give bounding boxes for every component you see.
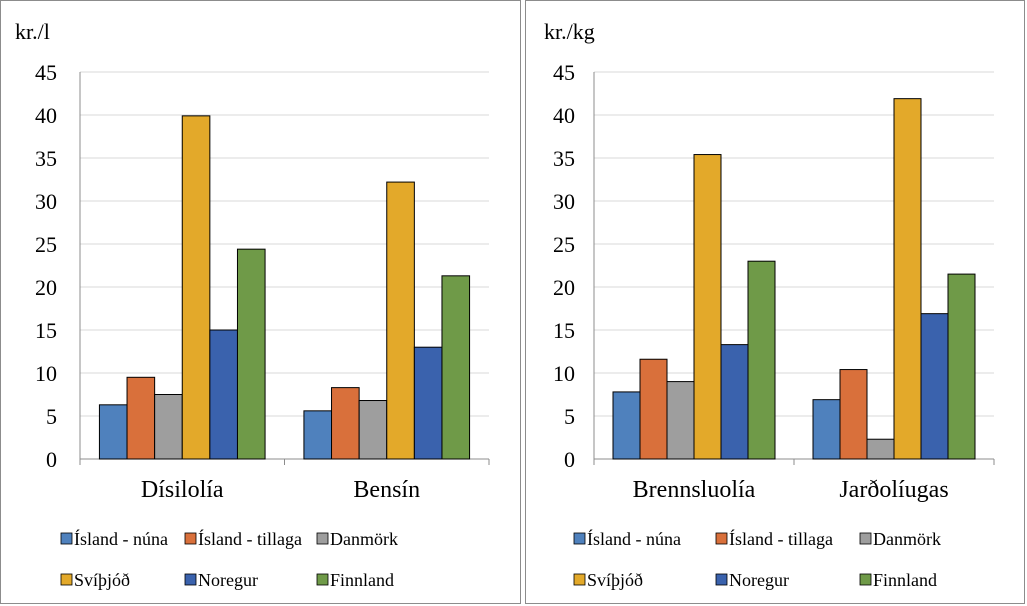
legend-swatch — [60, 573, 73, 586]
y-tick-label: 20 — [35, 275, 57, 300]
legend-label: Ísland - núna — [587, 528, 681, 549]
bar — [331, 387, 360, 460]
y-tick-label: 15 — [553, 318, 575, 343]
bar — [866, 438, 895, 460]
legend-label: Svíþjóð — [74, 570, 130, 590]
bar — [386, 181, 415, 460]
legend-label: Ísland - núna — [74, 528, 168, 549]
bar — [98, 404, 128, 460]
y-tick-label: 30 — [35, 189, 57, 214]
y-tick-label: 30 — [553, 189, 575, 214]
legend-swatch — [715, 573, 728, 586]
bar — [666, 381, 695, 460]
bar — [693, 154, 722, 460]
bar — [236, 248, 266, 460]
y-tick-label: 0 — [564, 447, 575, 472]
category-label: Bensín — [353, 477, 420, 503]
legend-label: Noregur — [729, 570, 789, 590]
category-label: Jarðolíugas — [839, 477, 948, 503]
chart-panel-left: kr./l 0 5 10 15 20 25 30 35 40 45 Dísilolía Bensín Ís… — [0, 0, 521, 604]
legend-swatch — [184, 532, 197, 545]
legend-label: Ísland - tillaga — [729, 528, 833, 549]
y-tick-label: 20 — [553, 275, 575, 300]
bar — [126, 376, 156, 460]
bar — [413, 346, 443, 460]
bar — [303, 410, 333, 460]
bar — [893, 98, 922, 460]
bar — [209, 329, 238, 460]
category-label: Brennsluolía — [633, 477, 756, 503]
y-tick-label: 5 — [46, 404, 57, 429]
bar — [812, 399, 841, 460]
bar — [612, 391, 641, 460]
y-unit-label: kr./kg — [544, 19, 595, 44]
legend-swatch — [573, 532, 586, 545]
bar — [920, 313, 949, 460]
legend-label: Danmörk — [330, 529, 398, 549]
y-unit-label: kr./l — [15, 19, 50, 44]
legend-swatch — [316, 532, 329, 545]
legend-swatch — [573, 573, 586, 586]
bar — [181, 115, 211, 460]
y-tick-label: 45 — [35, 60, 57, 85]
y-tick-label: 35 — [553, 146, 575, 171]
legend-label: Finnland — [330, 570, 394, 590]
bar — [154, 394, 183, 460]
y-tick-label: 25 — [553, 232, 575, 257]
y-tick-label: 10 — [35, 361, 57, 386]
legend-label: Noregur — [198, 570, 258, 590]
legend-swatch — [859, 573, 872, 586]
bar — [839, 369, 868, 460]
legend-label: Danmörk — [873, 529, 941, 549]
y-tick-label: 5 — [564, 404, 575, 429]
legend-swatch — [316, 573, 329, 586]
legend-label: Svíþjóð — [587, 570, 643, 590]
chart-left: kr./l 0 5 10 15 20 25 30 35 40 45 Dísilolía Bensín Ís… — [15, 19, 490, 590]
bar — [747, 260, 776, 460]
y-tick-label: 25 — [35, 232, 57, 257]
chart-right: kr./kg 0 5 10 15 20 25 30 35 40 45 Brennsluolía Jarð… — [544, 19, 995, 590]
y-tick-label: 35 — [35, 146, 57, 171]
legend-swatch — [859, 532, 872, 545]
chart-panel-right: kr./kg 0 5 10 15 20 25 30 35 40 45 Brennsluolía Jarð… — [525, 0, 1025, 604]
legend-label: Finnland — [873, 570, 937, 590]
y-tick-label: 15 — [35, 318, 57, 343]
y-tick-label: 10 — [553, 361, 575, 386]
y-tick-label: 40 — [553, 103, 575, 128]
y-tick-label: 45 — [553, 60, 575, 85]
bar — [947, 273, 976, 460]
bar — [441, 275, 471, 460]
legend-swatch — [715, 532, 728, 545]
category-label: Dísilolía — [141, 477, 224, 503]
bar — [358, 400, 388, 460]
y-tick-label: 0 — [46, 447, 57, 472]
legend-swatch — [184, 573, 197, 586]
legend-label: Ísland - tillaga — [198, 528, 302, 549]
bar — [639, 358, 668, 460]
bar — [720, 344, 749, 460]
legend-swatch — [60, 532, 73, 545]
y-tick-label: 40 — [35, 103, 57, 128]
